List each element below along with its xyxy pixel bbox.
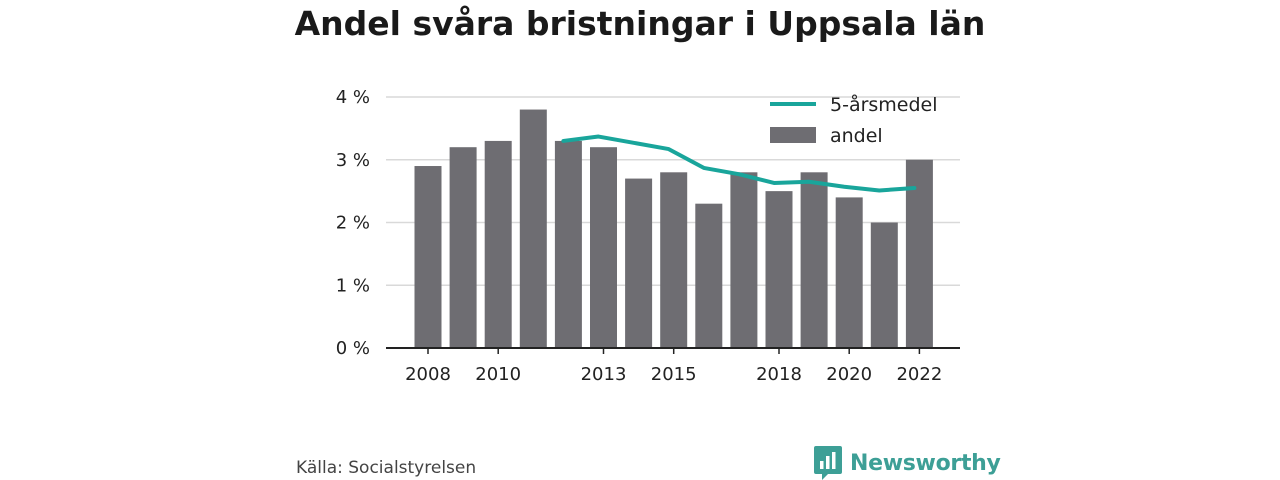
bar-series	[414, 109, 933, 348]
y-tick-label: 4 %	[336, 87, 370, 108]
bar-chart-icon	[814, 446, 842, 480]
bar	[519, 109, 547, 348]
bar	[765, 191, 793, 348]
y-tick-label: 0 %	[336, 338, 370, 359]
legend: 5-årsmedel andel	[770, 93, 938, 147]
x-tick-label: 2018	[756, 364, 802, 385]
bar	[590, 147, 617, 348]
bar	[730, 172, 758, 348]
bar	[660, 172, 688, 348]
bar	[905, 159, 933, 348]
bar	[870, 222, 898, 348]
y-tick-label: 1 %	[336, 275, 370, 296]
bar	[449, 147, 477, 348]
brand-logo: Newsworthy	[814, 446, 1001, 480]
x-tick-label: 2013	[581, 364, 627, 385]
bar	[800, 172, 828, 348]
x-tick-label: 2020	[826, 364, 872, 385]
x-tick-label: 2022	[896, 364, 942, 385]
source-note: Källa: Socialstyrelsen	[296, 458, 477, 478]
legend-swatch-bar	[770, 127, 816, 143]
bar	[484, 140, 512, 348]
axes: 0 % 1 % 2 % 3 % 4 % 2008 2010 2013 2015 2018 2020 2…	[336, 87, 960, 385]
bar	[625, 178, 653, 348]
brand-name: Newsworthy	[850, 450, 1001, 476]
x-tick-label: 2008	[405, 364, 451, 385]
chart-title: Andel svåra bristningar i Uppsala län	[294, 4, 986, 43]
legend-label: andel	[830, 125, 883, 147]
x-tick-label: 2015	[651, 364, 697, 385]
x-tick-label: 2010	[475, 364, 521, 385]
bar	[835, 197, 863, 348]
bar	[414, 166, 442, 348]
line-5-arsmedel	[561, 134, 917, 193]
y-tick-label: 2 %	[336, 213, 370, 234]
bar	[695, 203, 723, 348]
y-tick-label: 3 %	[336, 150, 370, 171]
bar	[554, 140, 582, 348]
line-series	[561, 134, 917, 193]
legend-label: 5-årsmedel	[830, 93, 938, 116]
